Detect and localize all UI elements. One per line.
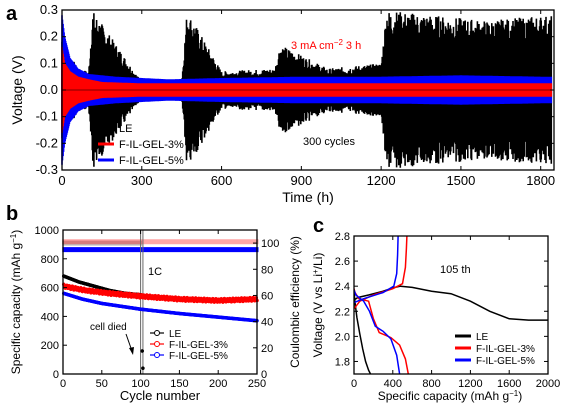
y-tick-label: 2.8 — [335, 231, 350, 243]
x-tick-label: 100 — [131, 378, 149, 390]
x-tick-label: 0 — [58, 173, 65, 188]
panel-b-legend: LEF-IL-GEL-3%F-IL-GEL-5% — [150, 329, 228, 362]
panel-b-frame — [62, 229, 258, 375]
x-tick-label: 0 — [351, 378, 357, 390]
legend-marker — [154, 341, 160, 347]
y2-tick-label: 0 — [261, 369, 267, 381]
legend-marker — [154, 352, 160, 358]
panel-c-curves — [354, 236, 548, 374]
y-tick-label: 0.1 — [40, 55, 58, 70]
panel-a-annotation-current: 3 mA cm−2 3 h — [291, 38, 361, 52]
panel-c-xlabel: Specific capacity (mAh g−1) — [378, 389, 523, 403]
y-tick-label: 1000 — [35, 225, 59, 237]
y-tick-label: 2.6 — [335, 256, 350, 268]
x-tick-label: 1500 — [446, 173, 475, 188]
panel-c-ylabel: Voltage (V vs Li+/Li) — [311, 253, 325, 358]
f-il-gel-5--charge-curve — [354, 236, 399, 304]
panel-a-legend: LE F-IL-GEL-3% F-IL-GEL-5% — [98, 123, 184, 167]
x-tick-label: 2000 — [536, 378, 560, 390]
y-tick-label: 2.2 — [335, 306, 350, 318]
y2-tick-label: 60 — [261, 290, 273, 302]
panel-c-plot-area — [354, 236, 548, 374]
x-tick-label: 0 — [60, 378, 66, 390]
panel-b: b 0 50 100 150 200 25002004006008001000020406… — [6, 203, 302, 403]
panel-c-frame — [353, 235, 549, 375]
panel-a-label: a — [6, 3, 18, 25]
y-tick-label: 0.2 — [40, 29, 58, 44]
panel-c-label: c — [313, 215, 324, 237]
panel-c: c 0 400 800 1200 1600 20001.82.02.22.42.62.8 … — [311, 215, 560, 403]
panel-a-axes: 0 300 600 900 1200 1500 1800 -0.3 -0.2 -0.1 0.0 0.1… — [36, 2, 556, 188]
cell-died-arrowhead — [129, 347, 134, 355]
y-tick-label: 0.0 — [40, 82, 58, 97]
x-tick-label: 200 — [209, 378, 227, 390]
y2-tick-label: 20 — [261, 343, 273, 355]
capacity-point — [141, 366, 145, 371]
panel-b-annotation-rate: 1C — [148, 266, 162, 278]
legend-label: LE — [476, 332, 489, 343]
y-tick-label: 0.3 — [40, 2, 58, 17]
panel-b-ylabel: Specific capacity (mAh g−1) — [9, 230, 23, 375]
y-tick-label: 1.8 — [335, 356, 350, 368]
panel-c-annotation-cycle: 105 th — [440, 264, 471, 276]
legend-label: F-IL-GEL-3% — [476, 344, 535, 355]
panel-b-axes: 0 50 100 150 200 2500200400600800100002040608… — [35, 225, 280, 390]
panel-b-xlabel: Cycle number — [120, 388, 201, 403]
x-tick-label: 1600 — [497, 378, 521, 390]
x-tick-label: 800 — [422, 378, 440, 390]
le-charge-curve — [354, 285, 548, 321]
panel-c-legend: LEF-IL-GEL-3%F-IL-GEL-5% — [455, 332, 535, 367]
legend-label: F-IL-GEL-5% — [476, 356, 535, 367]
legend-label: LE — [119, 123, 132, 135]
x-tick-label: 1800 — [526, 173, 555, 188]
x-tick-label: 50 — [96, 378, 108, 390]
y-tick-label: 600 — [41, 283, 59, 295]
x-tick-label: 300 — [131, 173, 153, 188]
x-tick-label: 600 — [211, 173, 233, 188]
panel-c-axes: 0 400 800 1200 1600 2000 1.8 2.0 2.2 2.4 2.6 2.8 — [335, 231, 561, 390]
panel-b-label: b — [6, 203, 18, 225]
x-tick-label: 1200 — [458, 378, 482, 390]
panel-a-annotation-cycles: 300 cycles — [303, 136, 355, 148]
panel-a-xlabel: Time (h) — [282, 189, 334, 205]
legend-marker — [154, 330, 160, 336]
capacity-series-f-il-gel-3- — [61, 282, 259, 304]
x-tick-label: 150 — [170, 378, 188, 390]
y-tick-label: 0 — [53, 369, 59, 381]
y2-tick-label: 40 — [261, 317, 273, 329]
panel-b-annotation-cell-died: cell died — [90, 322, 127, 333]
panel-b-plot-area — [61, 230, 259, 374]
legend-label: F-IL-GEL-3% — [119, 139, 184, 151]
y2-tick-label: 80 — [261, 264, 273, 276]
y-tick-label: 2.0 — [335, 331, 350, 343]
x-tick-label: 400 — [384, 378, 402, 390]
capacity-series-f-il-gel-5- — [61, 291, 259, 323]
y-tick-label: 200 — [41, 340, 59, 352]
x-tick-label: 250 — [248, 378, 266, 390]
le-discharge-curve — [354, 291, 372, 374]
legend-label: F-IL-GEL-5% — [169, 351, 228, 362]
capacity-point — [140, 349, 145, 353]
x-tick-label: 900 — [290, 173, 312, 188]
panel-b-y2label: Coulombic efficiency (%) — [288, 236, 302, 368]
f-il-gel-3--discharge-curve — [354, 288, 410, 374]
panel-a: a 0 300 600 900 1200 1500 1800-0.3-0.2-0.10.00… — [6, 2, 555, 205]
y-tick-label: 2.4 — [335, 281, 350, 293]
y-tick-label: 800 — [41, 254, 59, 266]
y-tick-label: -0.2 — [36, 135, 58, 150]
y-tick-label: -0.1 — [36, 109, 58, 124]
legend-label: LE — [169, 329, 182, 340]
f-il-gel-5--discharge-curve — [354, 289, 401, 374]
y-tick-label: -0.3 — [36, 162, 58, 177]
panel-a-ylabel: Voltage (V) — [9, 55, 25, 124]
y2-tick-label: 100 — [261, 238, 279, 250]
y-tick-label: 400 — [41, 311, 59, 323]
legend-label: F-IL-GEL-5% — [119, 155, 184, 167]
x-tick-label: 1200 — [367, 173, 396, 188]
legend-label: F-IL-GEL-3% — [169, 340, 228, 351]
f-il-gel-3--charge-curve — [354, 236, 408, 310]
